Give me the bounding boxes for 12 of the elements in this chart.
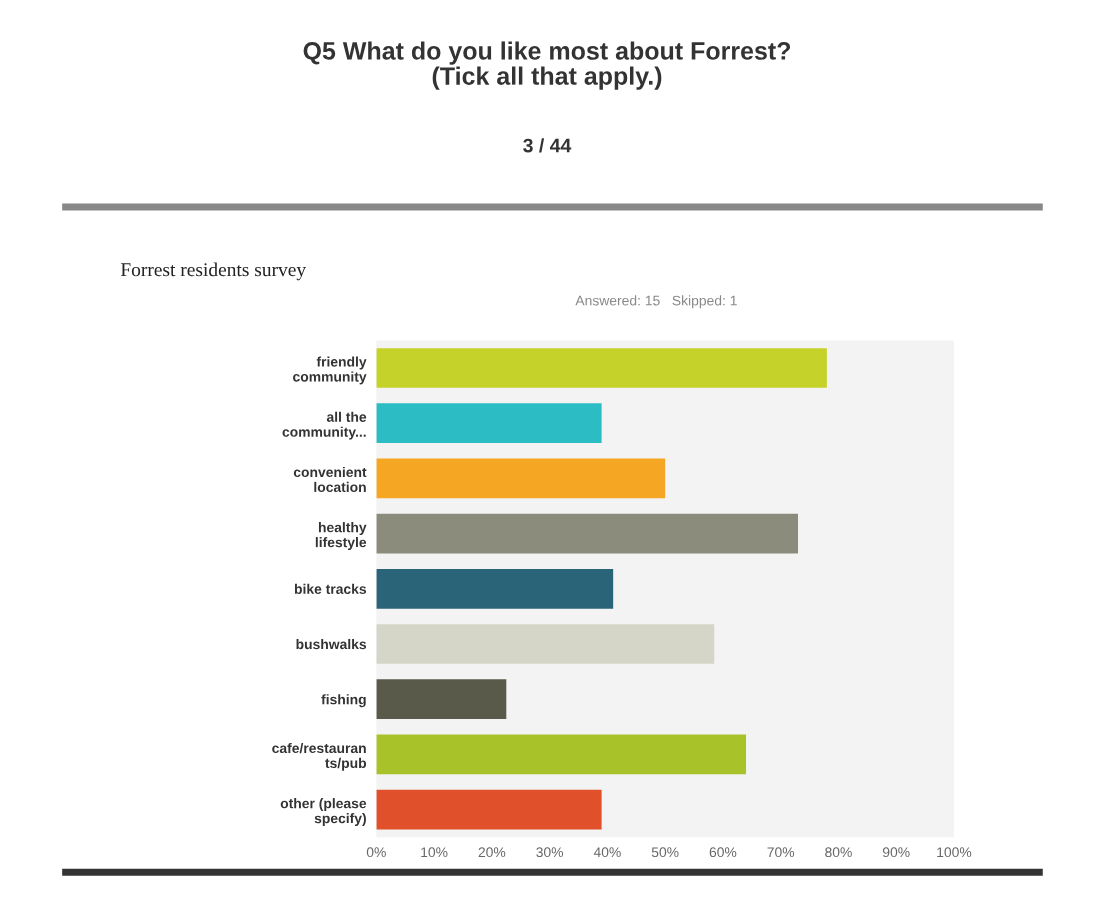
text: Forrest residents survey [120, 262, 307, 281]
bar [376, 734, 747, 775]
bar [376, 348, 827, 388]
chart-title: Q5 What do you like most about Forrest? (Tick all that apply.) [303, 41, 791, 90]
bar [376, 403, 602, 444]
bar [376, 568, 614, 609]
bar [376, 458, 666, 499]
text: 3 / 44 [523, 138, 572, 153]
bar [376, 679, 507, 720]
bar [376, 789, 602, 830]
bar [376, 624, 715, 664]
bar [376, 513, 799, 554]
